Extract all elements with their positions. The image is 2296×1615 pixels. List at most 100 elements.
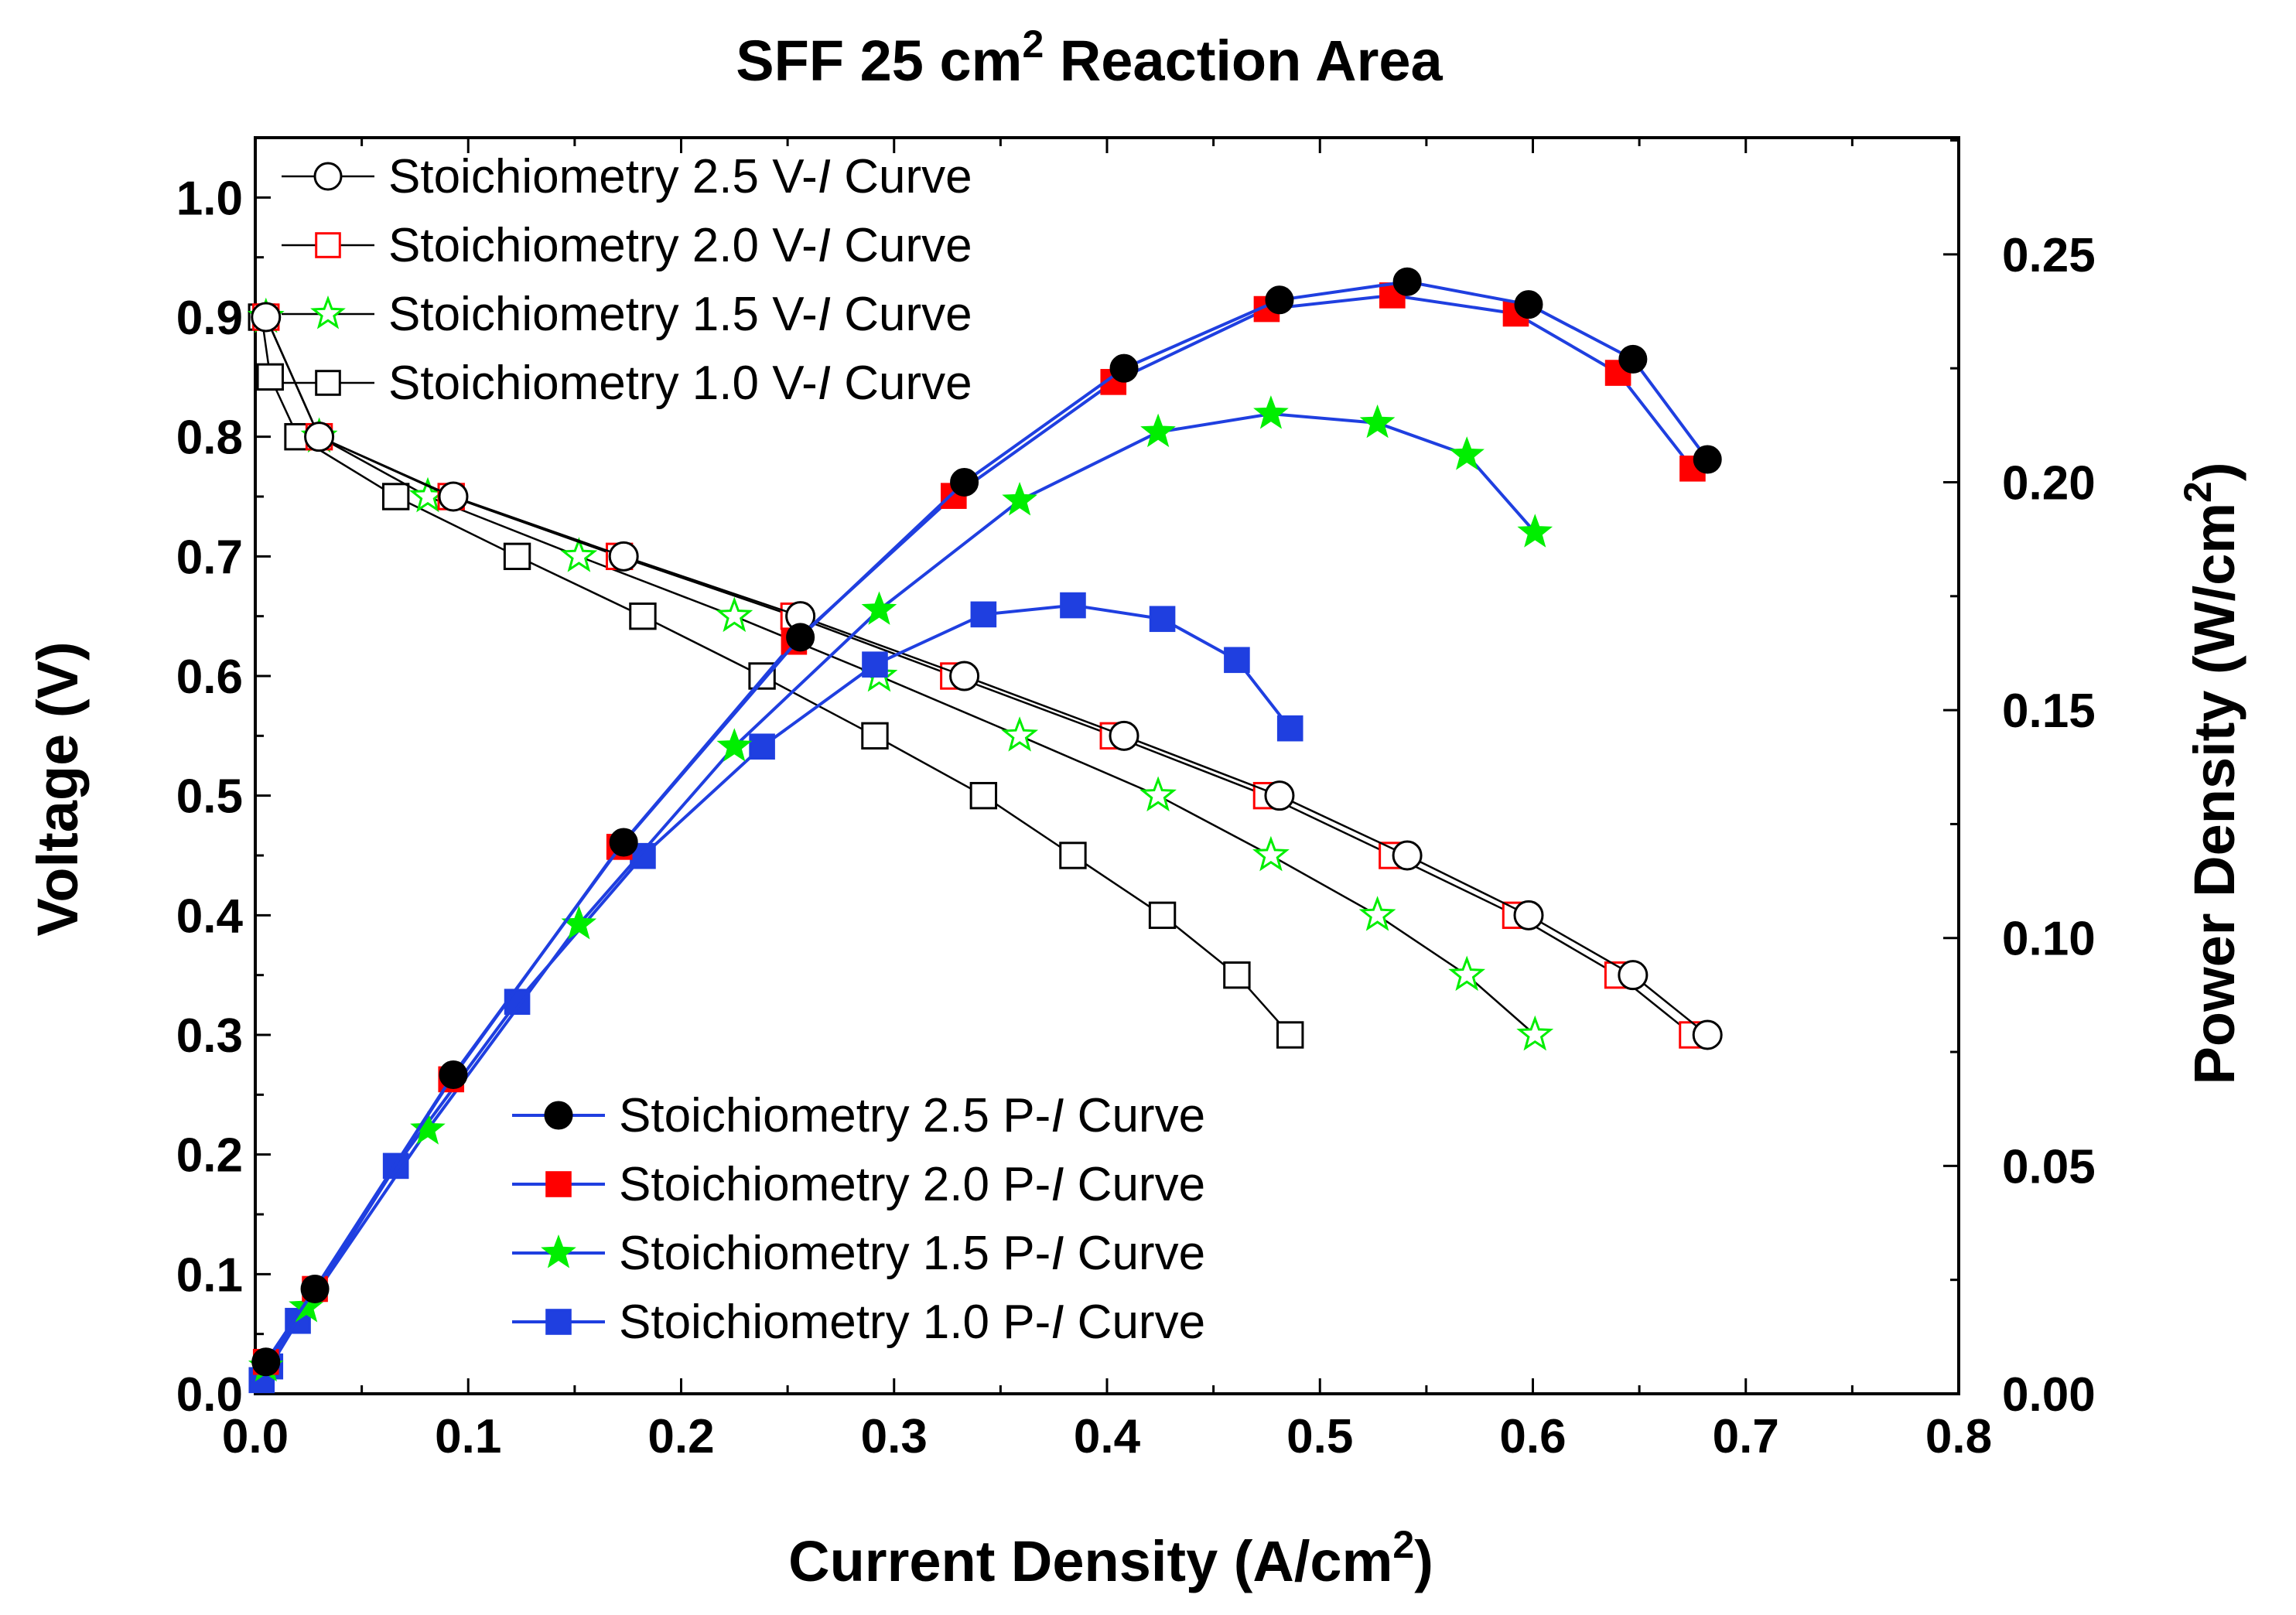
data-point — [1449, 436, 1485, 470]
data-point — [949, 661, 980, 691]
legend-label: Stoichiometry 1.0 V-I Curve — [388, 357, 972, 410]
legend-label-italic: I — [1051, 1089, 1064, 1142]
data-point — [1618, 960, 1649, 991]
data-point — [608, 541, 639, 572]
y-tick-label: 0.5 — [176, 770, 243, 824]
legend-label-suffix: Curve — [1064, 1296, 1205, 1349]
y-tick-label: 0.6 — [176, 650, 243, 704]
legend-label-prefix: Stoichiometry 2.0 V- — [388, 219, 818, 272]
data-point — [251, 302, 282, 333]
data-point — [503, 542, 531, 571]
chart-title-sup: 2 — [1022, 22, 1044, 66]
series-group — [248, 395, 1553, 1382]
plot-series — [247, 267, 1723, 1394]
data-point — [251, 1347, 281, 1377]
y2-tick-label: 0.15 — [2002, 685, 2096, 738]
legend-label-prefix: Stoichiometry 1.0 P- — [619, 1296, 1051, 1349]
data-point — [629, 602, 657, 630]
series-group — [248, 303, 1304, 1049]
series-line — [265, 412, 1536, 1367]
data-point — [1149, 606, 1176, 633]
legend-label-suffix: Curve — [831, 357, 972, 410]
legend-label-italic: I — [818, 288, 831, 341]
y2-axis-label: Power Density (W/cm2) — [2176, 463, 2246, 1085]
legend-label-suffix: Curve — [1064, 1089, 1205, 1142]
y2-tick-label: 0.25 — [2002, 229, 2096, 282]
y2-tick-label: 0.20 — [2002, 456, 2096, 510]
data-point — [560, 537, 598, 572]
data-point — [786, 623, 815, 652]
legend-label-italic: I — [1051, 1227, 1064, 1280]
legend-label: Stoichiometry 1.5 V-I Curve — [388, 288, 972, 341]
data-point — [1618, 344, 1648, 374]
data-point — [609, 828, 638, 857]
legend-label-suffix: Curve — [1064, 1227, 1205, 1280]
x-tick-label: 0.3 — [861, 1410, 928, 1463]
x-tick-label: 0.0 — [222, 1410, 289, 1463]
data-point — [862, 651, 888, 678]
y2-axis-label-sup: 2 — [2176, 481, 2219, 503]
y-tick-label: 0.3 — [176, 1009, 243, 1063]
legend-label-suffix: Curve — [831, 288, 972, 341]
x-tick-label: 0.4 — [1074, 1410, 1141, 1463]
series-group — [251, 267, 1722, 1377]
data-point — [1392, 840, 1423, 871]
chart-title: SFF 25 cm2 Reaction Area — [736, 22, 1443, 93]
x-tick-label: 0.8 — [1925, 1410, 1992, 1463]
data-point — [410, 1111, 446, 1145]
data-point — [1693, 445, 1722, 474]
data-point — [1264, 780, 1295, 811]
data-point — [1448, 955, 1486, 992]
x-axis-label: Current Density (A/cm2) — [788, 1523, 1433, 1593]
data-point — [1692, 1019, 1723, 1050]
legend-marker — [544, 1101, 573, 1130]
series-group — [251, 302, 1723, 1050]
y2-axis-label-main: Power Density (W/cm — [2182, 503, 2246, 1085]
data-point — [1109, 720, 1139, 751]
data-point — [256, 363, 284, 391]
data-point — [1059, 842, 1087, 869]
legend-pi-curves: Stoichiometry 2.5 P-I CurveStoichiometry… — [512, 1089, 1205, 1349]
chart-title-rest: Reaction Area — [1044, 29, 1443, 93]
x-axis-label-rest: ) — [1414, 1529, 1433, 1593]
legend-label: Stoichiometry 2.5 V-I Curve — [388, 150, 972, 203]
x-tick-label: 0.7 — [1713, 1410, 1779, 1463]
legend-label: Stoichiometry 2.0 P-I Curve — [619, 1158, 1205, 1211]
legend-marker — [315, 232, 341, 258]
data-point — [1001, 716, 1039, 752]
legend-label-italic: I — [818, 150, 831, 203]
legend-label-suffix: Curve — [1064, 1158, 1205, 1211]
data-point — [439, 1060, 468, 1090]
data-point — [1513, 900, 1544, 930]
y2-axis-label-rest: ) — [2182, 463, 2246, 482]
data-point — [1276, 715, 1303, 742]
data-point — [1002, 481, 1038, 516]
x-tick-label: 0.2 — [647, 1410, 714, 1463]
legend-label-italic: I — [818, 357, 831, 410]
data-point — [1109, 353, 1139, 383]
data-point — [1517, 514, 1553, 548]
legend-label: Stoichiometry 2.0 V-I Curve — [388, 219, 972, 272]
series-line — [265, 280, 1709, 1363]
series-line — [265, 316, 1708, 1036]
x-tick-label: 0.5 — [1286, 1410, 1353, 1463]
legend-marker — [313, 162, 343, 191]
data-point — [1276, 1021, 1304, 1049]
y-tick-label: 0.4 — [176, 889, 244, 943]
legend-marker — [545, 1171, 572, 1197]
y-tick-label: 0.7 — [176, 531, 243, 584]
y-tick-label: 0.1 — [176, 1248, 243, 1302]
chart-title-main: SFF 25 cm — [736, 29, 1022, 93]
data-point — [1516, 1015, 1554, 1051]
data-point — [749, 733, 775, 760]
data-point — [1392, 267, 1422, 296]
y2-tick-label: 0.00 — [2002, 1368, 2096, 1422]
data-point — [1139, 776, 1177, 812]
y2-tick-label: 0.10 — [2002, 913, 2096, 966]
data-point — [438, 481, 469, 512]
data-point — [970, 601, 997, 628]
y-tick-label: 0.0 — [176, 1368, 243, 1422]
y-tick-label: 0.8 — [176, 411, 243, 465]
legend-label-prefix: Stoichiometry 1.0 V- — [388, 357, 818, 410]
